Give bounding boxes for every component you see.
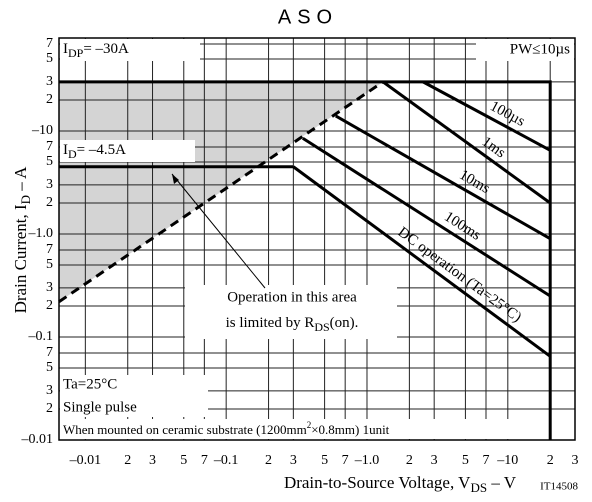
area-note: is limited by RDS(on). <box>226 315 359 333</box>
x-tick-label: 3 <box>149 453 156 468</box>
y-tick-label: 7 <box>46 139 53 154</box>
condition: Ta=25°C <box>63 376 117 392</box>
y-tick-label: 2 <box>46 195 53 210</box>
x-tick-label: 7 <box>201 453 208 468</box>
y-tick-label: 2 <box>46 401 53 416</box>
x-tick-label: –1.0 <box>354 453 380 468</box>
limit-line <box>422 80 551 152</box>
limit-line <box>59 80 552 440</box>
label-part: ×0.8mm) 1unit <box>311 422 389 437</box>
plot-frame <box>58 37 576 441</box>
figure-code: IT14508 <box>540 481 578 493</box>
y-tick-label: 5 <box>46 51 53 66</box>
arrow-head <box>172 174 179 184</box>
label-part: I <box>63 142 68 158</box>
x-tick-label: 5 <box>180 453 187 468</box>
x-tick-label: 5 <box>462 453 469 468</box>
y-tick-label: –10 <box>31 123 53 138</box>
limit-line <box>292 165 552 358</box>
label-part: is limited by R <box>226 315 315 331</box>
y-tick-label: –0.01 <box>21 432 54 447</box>
y-tick-label: 7 <box>46 36 53 51</box>
x-tick-label: 2 <box>124 453 131 468</box>
y-tick-label: 7 <box>46 345 53 360</box>
y-tick-label: –1.0 <box>28 226 54 241</box>
label-part: (on). <box>330 315 359 331</box>
label-sub: DS <box>314 320 329 334</box>
label-part: When mounted on ceramic substrate (1200m… <box>63 422 307 437</box>
limit-line <box>58 80 384 303</box>
y-tick-label: 5 <box>46 154 53 169</box>
condition: Single pulse <box>63 399 137 415</box>
label-part: I <box>63 41 68 57</box>
x-tick-label: 5 <box>321 453 328 468</box>
mount-note: When mounted on ceramic substrate (1200m… <box>63 420 390 437</box>
limit-line <box>301 137 552 298</box>
chart-title: ASO <box>278 6 338 28</box>
x-tick-label: 7 <box>482 453 489 468</box>
label-sub: D <box>68 147 77 161</box>
y-tick-label: 3 <box>46 74 53 89</box>
y-tick-label: 3 <box>46 280 53 295</box>
label-box <box>60 419 548 439</box>
x-tick-label: 3 <box>431 453 438 468</box>
x-tick-label: –10 <box>496 453 518 468</box>
x-tick-label: 2 <box>547 453 554 468</box>
pulse-width-label: PW≤10µs <box>510 41 570 57</box>
x-tick-label: 2 <box>265 453 272 468</box>
label-box <box>60 140 195 162</box>
x-tick-label: –0.01 <box>69 453 102 468</box>
label-sup: 2 <box>307 420 312 430</box>
limit-line <box>335 114 551 241</box>
y-tick-label: –0.1 <box>28 329 54 344</box>
label-sub: DP <box>68 46 84 60</box>
x-label-part: Drain-to-Source Voltage, V <box>284 473 471 492</box>
x-tick-label: 2 <box>406 453 413 468</box>
y-tick-label: 3 <box>46 383 53 398</box>
y-tick-label: 3 <box>46 177 53 192</box>
x-tick-label: 7 <box>342 453 349 468</box>
y-tick-label: 2 <box>46 298 53 313</box>
label-box <box>476 39 574 61</box>
annotation-arrow <box>171 173 266 289</box>
x-axis-label: Drain-to-Source Voltage, VDS – V <box>284 473 517 495</box>
y-tick-label: 5 <box>46 360 53 375</box>
y-label-part: – A <box>11 166 30 195</box>
series-label: 1ms <box>479 134 509 162</box>
id-label: ID= –4.5A <box>63 142 126 160</box>
x-tick-label: –0.1 <box>213 453 239 468</box>
label-box <box>60 375 208 417</box>
y-tick-label: 5 <box>46 257 53 272</box>
label-box <box>60 39 200 61</box>
y-label-sub: D <box>18 195 33 204</box>
limit-line <box>382 80 552 205</box>
x-label-part: – V <box>487 473 517 492</box>
x-tick-label: 3 <box>572 453 579 468</box>
label-part: = –30A <box>83 41 129 57</box>
x-tick-label: 3 <box>290 453 297 468</box>
y-tick-label: 2 <box>46 92 53 107</box>
y-axis-label: Drain Current, ID – A <box>11 166 33 314</box>
area-note: Operation in this area <box>227 289 357 305</box>
y-label-part: Drain Current, I <box>11 204 30 313</box>
y-tick-label: 7 <box>46 242 53 257</box>
x-label-sub: DS <box>470 480 487 495</box>
shaded-area <box>59 81 384 302</box>
label-part: = –4.5A <box>77 142 126 158</box>
series-label: 10ms <box>456 167 492 197</box>
label-box <box>185 285 397 339</box>
idp-label: IDP= –30A <box>63 41 129 59</box>
